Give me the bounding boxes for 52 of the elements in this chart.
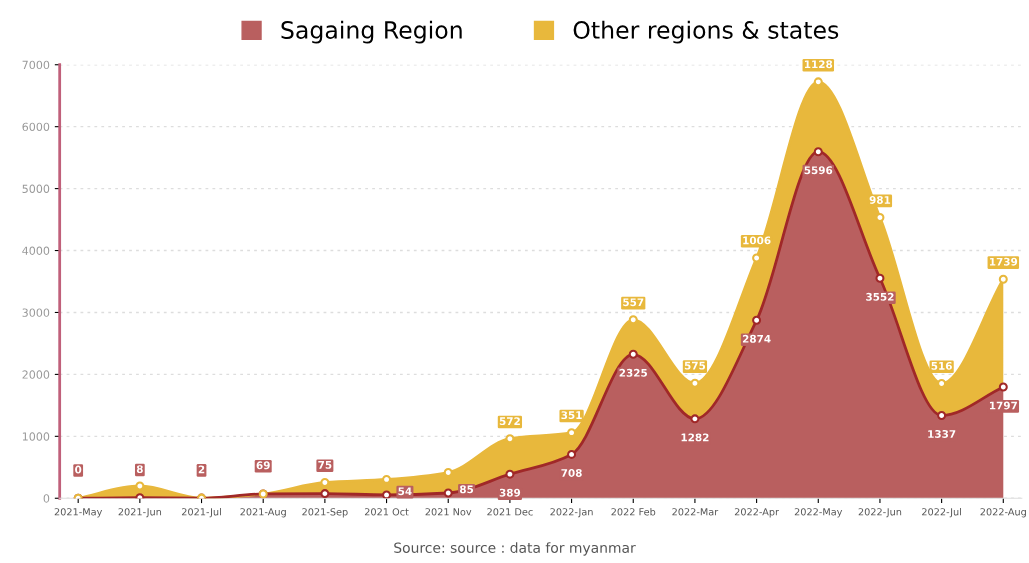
y-tick-label: 0 <box>43 494 50 503</box>
x-tick-label: 2021 Nov <box>425 508 472 516</box>
legend-label: Sagaing Region <box>281 20 462 44</box>
data-label: 2874 <box>742 334 771 343</box>
data-label: 1797 <box>989 401 1017 410</box>
y-tick-label: 5000 <box>22 184 50 193</box>
data-label: 54 <box>398 487 412 496</box>
y-tick-label: 4000 <box>22 246 50 255</box>
x-tick-label: 2022-Jul <box>922 507 961 518</box>
data-label: 708 <box>561 469 582 477</box>
x-tick-label: 2022-Jan <box>550 508 593 518</box>
x-tick-label: 2021 Oct <box>364 508 409 516</box>
data-label: 1739 <box>989 257 1018 266</box>
data-label: 3552 <box>866 292 894 301</box>
data-label: 2325 <box>619 368 648 377</box>
y-tick-label: 3000 <box>22 308 50 317</box>
x-tick-label: 2022-Aug <box>980 508 1026 518</box>
data-label: 0 <box>75 465 82 474</box>
y-tick-label: 2000 <box>22 370 50 379</box>
data-label: 557 <box>623 298 644 307</box>
data-label: 69 <box>256 461 270 470</box>
data-label: 75 <box>318 461 332 469</box>
x-tick-label: 2021-May <box>54 508 103 518</box>
data-label: 981 <box>869 196 891 204</box>
data-label: 389 <box>499 488 521 497</box>
x-tick-label: 2021-Aug <box>240 508 286 518</box>
y-tick-label: 6000 <box>22 122 50 132</box>
legend-label: Other regions & states <box>573 20 839 44</box>
data-label: 1128 <box>804 60 833 69</box>
x-tick-label: 2021-Jun <box>118 508 162 518</box>
x-tick-label: 2022-Apr <box>734 508 780 518</box>
data-label: 1337 <box>928 430 956 438</box>
data-label: 572 <box>499 417 520 426</box>
x-tick-label: 2022-Mar <box>672 508 719 516</box>
data-label: 1006 <box>743 236 771 245</box>
data-label: 351 <box>561 411 582 420</box>
data-label: 516 <box>931 361 952 370</box>
x-tick-label: 2021 Dec <box>487 508 533 516</box>
x-tick-label: 2022-May <box>794 508 843 518</box>
source-note: Source: source : data for myanmar <box>394 542 636 556</box>
x-tick-label: 2022 Feb <box>611 507 656 516</box>
y-tick-label: 7000 <box>22 60 50 70</box>
data-label: 2 <box>198 465 205 474</box>
data-label: 5596 <box>804 166 833 175</box>
x-tick-label: 2021-Jul <box>181 507 221 518</box>
data-label: 575 <box>684 361 706 370</box>
data-label: 1282 <box>681 433 709 442</box>
x-tick-label: 2022-Jun <box>858 508 902 518</box>
data-label: 85 <box>459 485 474 494</box>
x-tick-label: 2021-Sep <box>302 508 348 518</box>
data-label: 8 <box>136 465 143 473</box>
y-tick-label: 1000 <box>22 432 50 441</box>
